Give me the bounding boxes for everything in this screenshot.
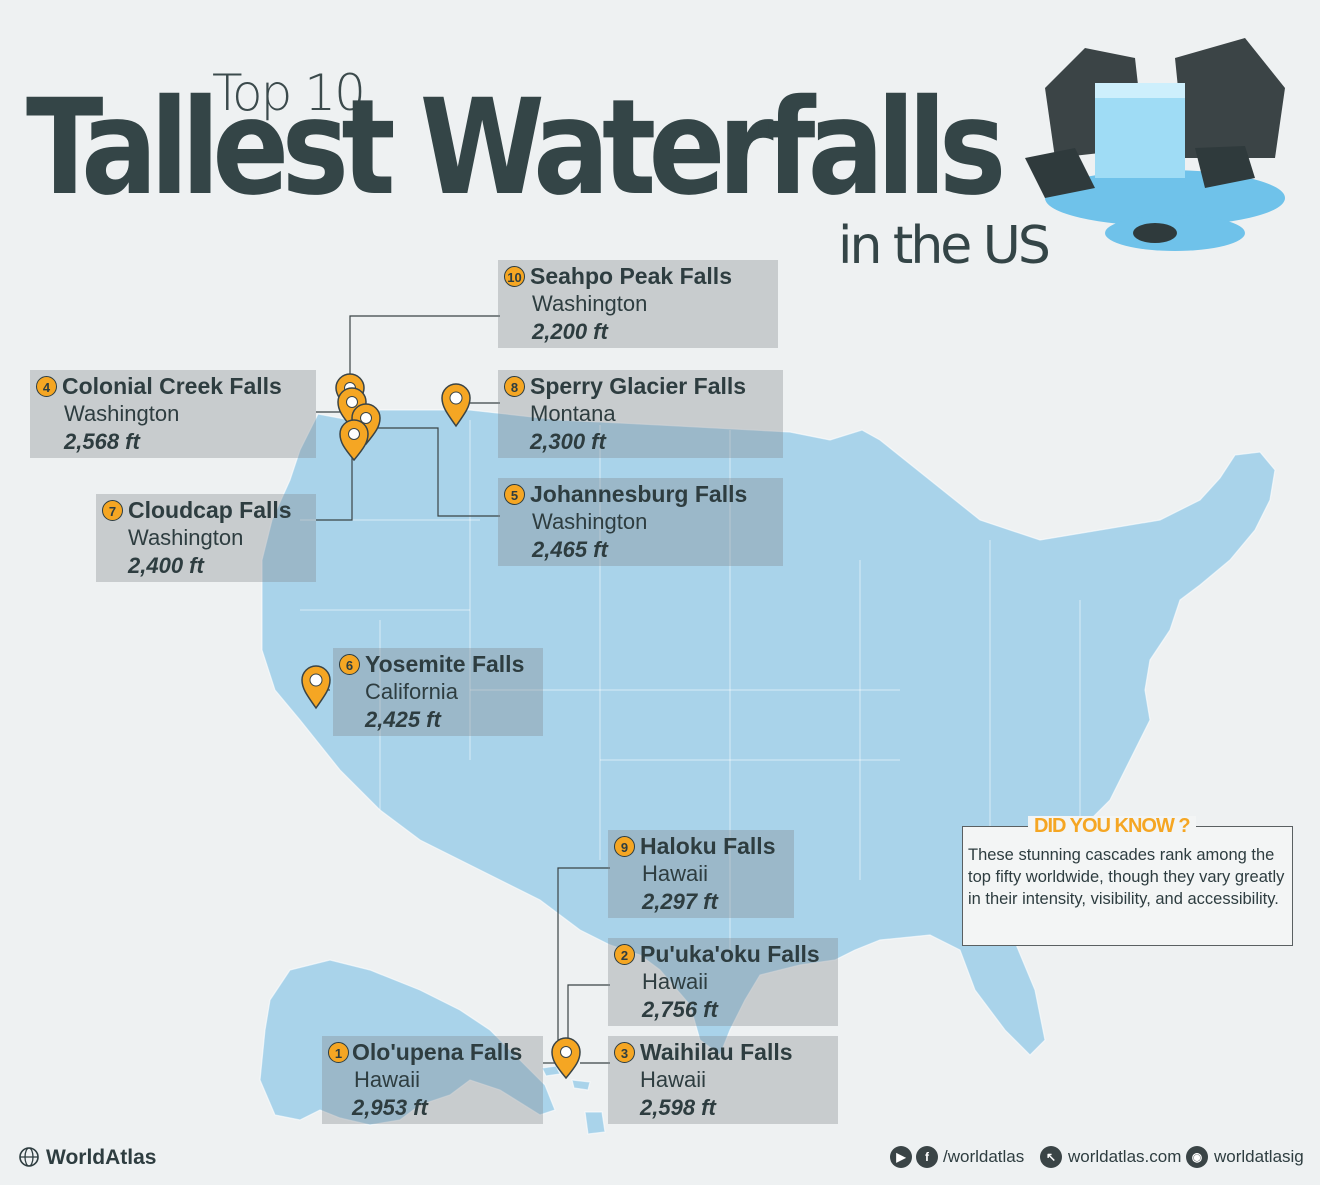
website-link[interactable]: worldatlas.com (1068, 1147, 1182, 1166)
waterfall-state: Washington (532, 509, 648, 534)
globe-icon (19, 1147, 39, 1167)
contiguous-us (261, 409, 1276, 1056)
waterfall-name: Haloku Falls (640, 833, 776, 859)
hawaii-2 (571, 1079, 591, 1091)
waterfall-card-2: 2 Pu'uka'oku Falls Hawaii 2,756 ft (608, 938, 838, 1026)
waterfall-card-4: 4 Colonial Creek Falls Washington 2,568 … (30, 370, 316, 458)
waterfall-name: Sperry Glacier Falls (530, 373, 747, 399)
waterfall-height: 2,297 ft (642, 889, 718, 914)
waterfall-state: Washington (128, 525, 244, 550)
youtube-icon[interactable]: ▶ (890, 1146, 912, 1168)
map-pin-icon (551, 1037, 581, 1080)
waterfall-height: 2,400 ft (128, 553, 204, 578)
waterfall-card-3: 3 Waihilau Falls Hawaii 2,598 ft (608, 1036, 838, 1124)
waterfall-state: Washington (64, 401, 180, 426)
waterfall-state: Hawaii (642, 969, 709, 994)
waterfall-state: Montana (530, 401, 616, 426)
waterfall-illustration (1025, 38, 1285, 251)
waterfall-name: Johannesburg Falls (530, 481, 748, 507)
rank-badge: 5 (504, 484, 525, 505)
rank-badge: 6 (339, 654, 360, 675)
rank-badge: 8 (504, 376, 525, 397)
waterfall-name: Cloudcap Falls (128, 497, 292, 523)
rank-badge: 9 (614, 836, 635, 857)
waterfall-name: Colonial Creek Falls (62, 373, 282, 399)
did-you-know-box (962, 826, 1293, 946)
waterfall-height: 2,425 ft (365, 707, 441, 732)
waterfall-height: 2,953 ft (352, 1095, 428, 1120)
did-you-know-text: These stunning cascades rank among the t… (968, 846, 1285, 908)
rank-badge: 7 (102, 500, 123, 521)
waterfall-card-5: 5 Johannesburg Falls Washington 2,465 ft (498, 478, 783, 566)
rank-badge: 4 (36, 376, 57, 397)
waterfall-state: Hawaii (642, 861, 709, 886)
waterfall-card-8: 8 Sperry Glacier Falls Montana 2,300 ft (498, 370, 783, 458)
rank-badge: 3 (614, 1042, 635, 1063)
hawaii-3 (584, 1111, 606, 1135)
waterfall-state: Hawaii (354, 1067, 421, 1092)
title-top: Top 10 (212, 64, 366, 122)
alaska (259, 959, 556, 1126)
waterfall-card-1: 1 Olo'upena Falls Hawaii 2,953 ft (322, 1036, 543, 1124)
map-pin-icon (339, 419, 369, 462)
waterfall-height: 2,756 ft (642, 997, 718, 1022)
title-subtitle: in the US (838, 216, 1051, 276)
social-handle[interactable]: /worldatlas (943, 1147, 1025, 1166)
waterfall-card-6: 6 Yosemite Falls California 2,425 ft (333, 648, 543, 736)
did-you-know-title: DID YOU KNOW ? (1028, 816, 1196, 836)
hawaii-1 (541, 1065, 561, 1077)
waterfall-name: Olo'upena Falls (352, 1039, 523, 1065)
waterfall-height: 2,300 ft (530, 429, 606, 454)
waterfall-height: 2,465 ft (532, 537, 608, 562)
cursor-icon[interactable]: ↖ (1040, 1146, 1062, 1168)
rank-badge: 10 (504, 266, 525, 287)
brand-name: WorldAtlas (46, 1146, 157, 1169)
instagram-icon[interactable]: ◉ (1186, 1146, 1208, 1168)
waterfall-card-9: 9 Haloku Falls Hawaii 2,297 ft (608, 830, 794, 918)
waterfall-name: Pu'uka'oku Falls (640, 941, 820, 967)
waterfall-state: Washington (532, 291, 648, 316)
instagram-handle[interactable]: worldatlasig (1214, 1147, 1304, 1166)
waterfall-state: Hawaii (640, 1067, 707, 1092)
waterfall-card-7: 7 Cloudcap Falls Washington 2,400 ft (96, 494, 316, 582)
map-pin-icon (301, 665, 331, 710)
waterfall-card-10: 10 Seahpo Peak Falls Washington 2,200 ft (498, 260, 778, 348)
rank-badge: 1 (328, 1042, 349, 1063)
map-pin-icon (441, 383, 471, 428)
waterfall-height: 2,568 ft (64, 429, 140, 454)
waterfall-name: Waihilau Falls (640, 1039, 793, 1065)
waterfall-height: 2,598 ft (640, 1095, 716, 1120)
waterfall-state: California (365, 679, 458, 704)
waterfall-name: Seahpo Peak Falls (530, 263, 732, 289)
waterfall-height: 2,200 ft (532, 319, 608, 344)
rank-badge: 2 (614, 944, 635, 965)
facebook-icon[interactable]: f (916, 1146, 938, 1168)
page-title: Tallest Waterfalls (26, 71, 1006, 225)
waterfall-name: Yosemite Falls (365, 651, 525, 677)
